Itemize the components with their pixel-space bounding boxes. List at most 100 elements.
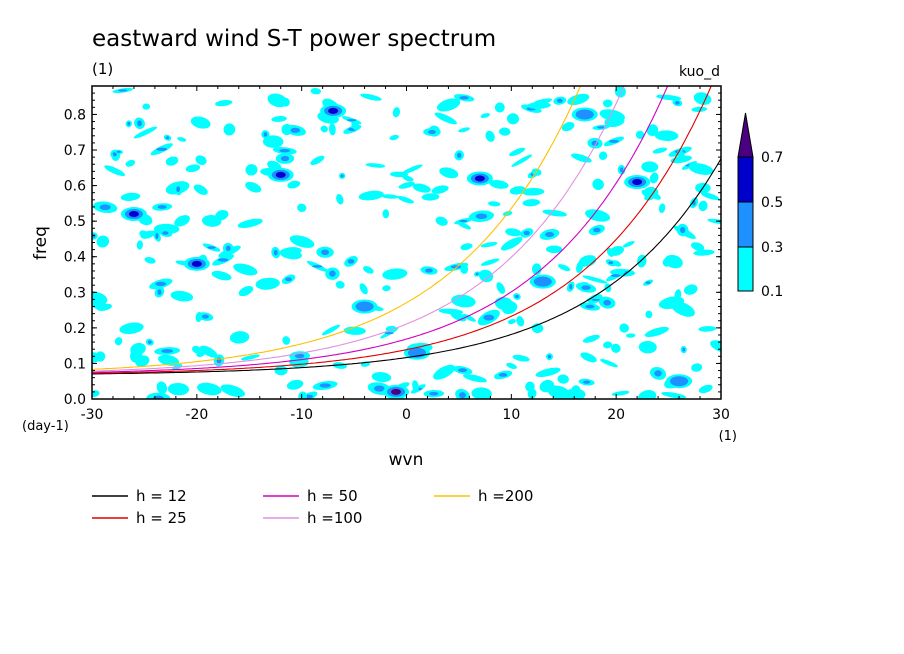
contour-blob xyxy=(99,204,111,211)
contour-blob xyxy=(365,163,386,168)
contour-blob xyxy=(289,235,315,248)
contour-blob xyxy=(144,256,156,264)
y-tick-label: 0.4 xyxy=(64,250,86,266)
contour-blob xyxy=(125,159,136,167)
contour-blob xyxy=(156,147,168,151)
contour-blob xyxy=(609,245,625,256)
contour-blob xyxy=(96,303,112,311)
contour-blob xyxy=(460,264,469,274)
contour-blob xyxy=(195,155,207,165)
contour-blob xyxy=(459,96,469,100)
contour-feature xyxy=(632,179,643,186)
dispersion-curve-h100 xyxy=(92,86,625,372)
contour-blob xyxy=(609,139,619,143)
contour-blob xyxy=(139,230,148,238)
contour-blob xyxy=(374,385,385,392)
contour-blob xyxy=(114,337,123,346)
y-tick-label: 0.8 xyxy=(64,107,86,123)
contour-blob xyxy=(622,241,635,248)
contour-blob xyxy=(298,391,307,399)
contour-blob xyxy=(136,240,143,250)
contour-blob xyxy=(581,285,591,290)
contour-blob xyxy=(273,249,278,256)
contour-field xyxy=(92,86,721,399)
contour-blob xyxy=(522,199,541,207)
contour-blob xyxy=(201,314,209,319)
contour-blob xyxy=(142,103,151,110)
contour-blob xyxy=(312,265,323,268)
contour-blob xyxy=(133,126,158,139)
contour-blob xyxy=(360,93,382,101)
contour-blob xyxy=(556,98,563,103)
contour-blob xyxy=(561,122,575,132)
y-tick-label: 0.1 xyxy=(64,356,86,372)
contour-blob xyxy=(217,258,229,262)
contour-blob xyxy=(658,203,666,214)
contour-blob xyxy=(421,193,440,201)
contour-blob xyxy=(245,164,258,176)
contour-blob xyxy=(539,379,555,393)
contour-blob xyxy=(165,156,179,166)
x-tick-label: 20 xyxy=(607,407,625,423)
contour-feature xyxy=(128,211,139,218)
contour-blob xyxy=(310,155,325,166)
contour-blob xyxy=(161,349,173,353)
contour-blob xyxy=(320,125,328,133)
contour-blob xyxy=(363,266,374,274)
contour-blob xyxy=(223,123,236,136)
contour-blob xyxy=(580,352,597,363)
colorbar-segment xyxy=(737,246,754,292)
contour-blob xyxy=(646,124,659,137)
contour-blob xyxy=(92,352,101,363)
contour-blob xyxy=(649,172,659,184)
contour-blob xyxy=(611,390,630,396)
contour-blob xyxy=(509,147,526,157)
contour-blob xyxy=(425,268,433,273)
contour-blob xyxy=(240,354,260,361)
contour-blob xyxy=(434,112,457,125)
contour-blob xyxy=(185,164,201,173)
contour-blob xyxy=(567,93,590,106)
contour-blob xyxy=(190,116,211,129)
contour-feature xyxy=(474,175,485,182)
contour-blob xyxy=(359,283,368,295)
x-tick-label: -30 xyxy=(81,407,104,423)
contour-feature xyxy=(391,388,402,395)
chart-subtitle-right: kuo_d xyxy=(679,64,720,80)
contour-blob xyxy=(645,310,653,319)
contour-blob xyxy=(688,163,714,175)
y-tick-label: 0.6 xyxy=(64,179,86,195)
x-tick-label: 30 xyxy=(712,407,730,423)
contour-blob xyxy=(237,218,263,228)
contour-blob xyxy=(582,275,608,284)
contour-blob xyxy=(571,153,592,163)
contour-blob xyxy=(199,345,218,358)
contour-blob xyxy=(535,367,561,378)
y-tick-label: 0.7 xyxy=(64,143,86,159)
contour-blob xyxy=(582,334,600,343)
contour-blob xyxy=(521,187,545,196)
contour-blob xyxy=(162,231,169,235)
contour-feature xyxy=(328,107,339,114)
contour-blob xyxy=(329,270,336,277)
contour-blob xyxy=(281,97,290,107)
contour-blob xyxy=(661,391,687,399)
contour-blob xyxy=(433,364,456,380)
contour-blob xyxy=(157,205,167,209)
contour-blob xyxy=(591,298,601,301)
contour-blob xyxy=(297,203,307,212)
x-tick-label: -10 xyxy=(290,407,313,423)
contour-blob xyxy=(480,242,498,248)
contour-blob xyxy=(211,270,232,281)
contour-blob xyxy=(435,216,448,226)
contour-feature xyxy=(359,303,370,310)
contour-blob xyxy=(191,345,202,354)
colorbar-segment xyxy=(737,201,754,248)
contour-blob xyxy=(332,362,347,369)
contour-blob xyxy=(483,314,495,321)
contour-blob xyxy=(255,277,280,290)
legend-label: h =200 xyxy=(478,487,533,505)
contour-blob xyxy=(389,134,399,141)
contour-blob xyxy=(480,113,490,119)
contour-blob xyxy=(321,249,329,256)
